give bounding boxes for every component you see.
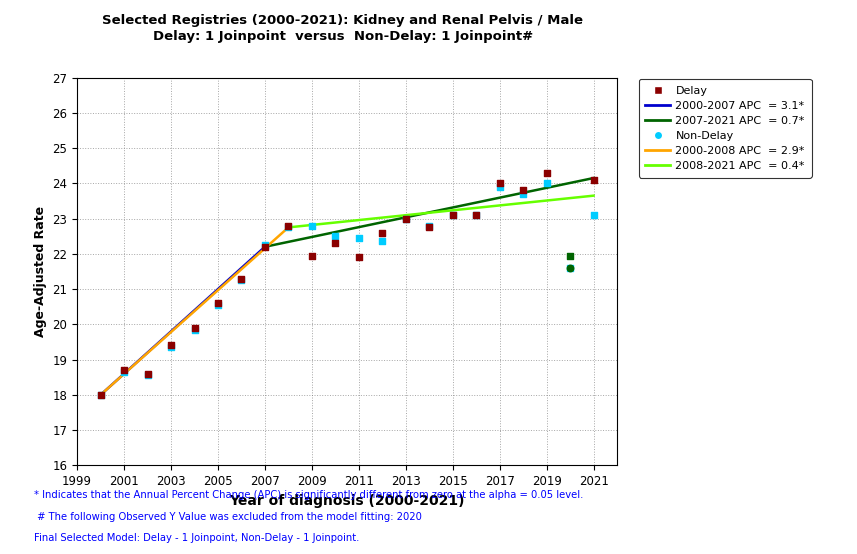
Point: [211, 300, 225, 309]
Point: [540, 179, 554, 188]
Text: Final Selected Model: Delay - 1 Joinpoint, Non-Delay - 1 Joinpoint.: Final Selected Model: Delay - 1 Joinpoin…: [34, 533, 360, 543]
Point: [423, 223, 436, 232]
Point: [93, 391, 107, 399]
Point: [563, 264, 577, 273]
Point: [375, 237, 389, 246]
Point: [446, 211, 459, 219]
Point: [328, 232, 342, 240]
Point: [587, 211, 601, 219]
Point: [258, 242, 272, 251]
Point: [516, 186, 530, 195]
Legend: Delay, 2000-2007 APC  = 3.1*, 2007-2021 APC  = 0.7*, Non-Delay, 2000-2008 APC  =: Delay, 2000-2007 APC = 3.1*, 2007-2021 A…: [638, 79, 812, 178]
Point: [305, 251, 319, 260]
Point: [235, 276, 249, 285]
Point: [141, 371, 154, 380]
Point: [258, 240, 272, 249]
Point: [117, 367, 131, 376]
Point: [516, 189, 530, 198]
Point: [470, 211, 483, 219]
Point: [211, 299, 225, 307]
Point: [305, 221, 319, 230]
Point: [93, 391, 107, 399]
Point: [282, 223, 296, 232]
Point: [188, 325, 201, 334]
Point: [563, 251, 577, 260]
Point: [563, 264, 577, 273]
Point: [352, 253, 366, 262]
Text: Delay: 1 Joinpoint  versus  Non-Delay: 1 Joinpoint#: Delay: 1 Joinpoint versus Non-Delay: 1 J…: [153, 30, 533, 43]
Point: [282, 221, 296, 230]
Point: [399, 214, 412, 223]
Point: [540, 168, 554, 177]
Point: [165, 343, 178, 352]
Point: [165, 341, 178, 350]
Point: [470, 211, 483, 219]
Point: [375, 228, 389, 237]
X-axis label: Year of diagnosis (2000-2021): Year of diagnosis (2000-2021): [230, 494, 464, 507]
Point: [141, 370, 154, 378]
Y-axis label: Age-Adjusted Rate: Age-Adjusted Rate: [34, 206, 47, 337]
Point: [587, 176, 601, 184]
Point: [117, 366, 131, 375]
Text: Selected Registries (2000-2021): Kidney and Renal Pelvis / Male: Selected Registries (2000-2021): Kidney …: [102, 14, 584, 27]
Point: [446, 211, 459, 219]
Point: [188, 324, 201, 332]
Point: [328, 239, 342, 248]
Text: * Indicates that the Annual Percent Change (APC) is significantly different from: * Indicates that the Annual Percent Chan…: [34, 490, 584, 500]
Text: # The following Observed Y Value was excluded from the model fitting: 2020: # The following Observed Y Value was exc…: [34, 512, 423, 522]
Point: [493, 179, 506, 188]
Point: [423, 221, 436, 230]
Point: [399, 214, 412, 223]
Point: [235, 274, 249, 283]
Point: [352, 234, 366, 243]
Point: [493, 182, 506, 191]
